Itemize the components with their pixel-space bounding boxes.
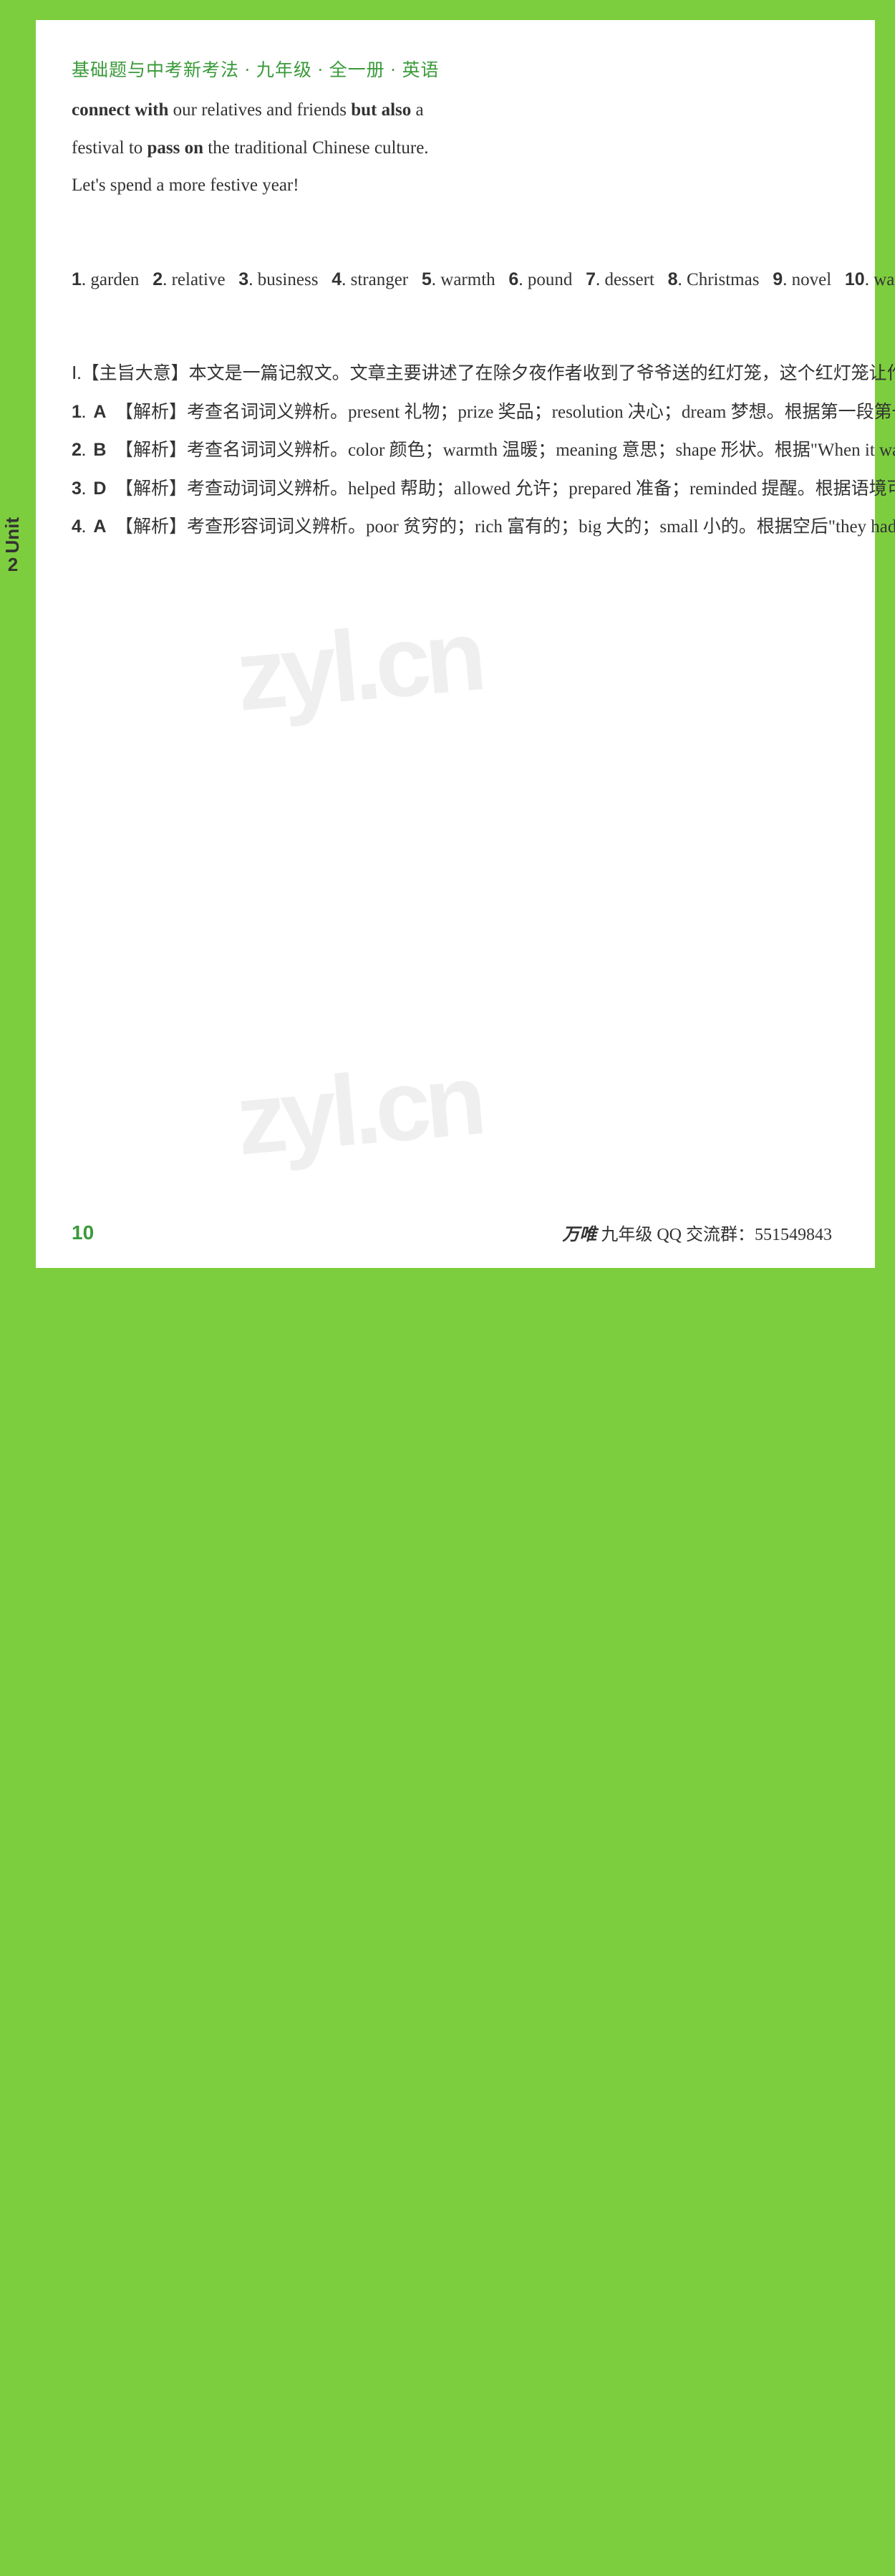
vocab-item: 1. garden <box>72 270 153 289</box>
vocab-item: 6. pound <box>508 270 586 289</box>
vocab-item: 9. novel <box>773 270 845 289</box>
answer-item: 3. D 【解析】考查动词词义辨析。helped 帮助；allowed 允许；p… <box>72 470 895 509</box>
page-inner: Unit 2 基础题与中考新考法 · 九年级 · 全一册 · 英语 zyl.cn… <box>36 20 875 1268</box>
answer-item: 1. A 【解析】考查名词词义辨析。present 礼物；prize 奖品；re… <box>72 393 895 432</box>
page-outer: Unit 2 基础题与中考新考法 · 九年级 · 全一册 · 英语 zyl.cn… <box>0 0 895 1288</box>
intro-line-1: connect with our relatives and friends b… <box>72 92 895 130</box>
vocab-list: 1. garden 2. relative 3. business 4. str… <box>72 261 895 299</box>
intro-line-2: festival to pass on the traditional Chin… <box>72 130 895 168</box>
vocab-item: 2. relative <box>153 270 238 289</box>
intro-line-3: Let's spend a more festive year! <box>72 167 895 205</box>
zhuzhi-I: Ⅰ.【主旨大意】本文是一篇记叙文。文章主要讲述了在除夕夜作者收到了爷爷送的红灯笼… <box>72 355 895 393</box>
left-column: connect with our relatives and friends b… <box>72 92 895 2576</box>
side-tab-unit: Unit <box>1 517 24 554</box>
vocab-item: 3. business <box>238 270 332 289</box>
page-footer: 10 万唯 九年级 QQ 交流群：551549843 <box>72 1220 832 1245</box>
footer-qq: 九年级 QQ 交流群：551549843 <box>596 1226 832 1244</box>
content-columns: connect with our relatives and friends b… <box>72 92 832 2576</box>
zhuzhi-I-text: 本文是一篇记叙文。文章主要讲述了在除夕夜作者收到了爷爷送的红灯笼，这个红灯笼让作… <box>189 364 895 383</box>
section-vocab-title: 教材词句默写 <box>72 212 895 253</box>
answer-item: 4. A 【解析】考查形容词词义辨析。poor 贫穷的；rich 富有的；big… <box>72 508 895 547</box>
footer-text: 万唯 九年级 QQ 交流群：551549843 <box>562 1220 832 1245</box>
vocab-item: 5. warmth <box>422 270 509 289</box>
zhuzhi-I-label: Ⅰ.【主旨大意】 <box>72 364 189 383</box>
page-number: 10 <box>72 1221 94 1244</box>
vocab-item: 8. Christmas <box>668 270 773 289</box>
book-header: 基础题与中考新考法 · 九年级 · 全一册 · 英语 <box>72 56 832 82</box>
vocab-item: 10. warn <box>845 270 895 289</box>
side-tab-num: 2 <box>8 554 18 576</box>
vocab-item: 4. stranger <box>332 270 422 289</box>
footer-brand: 万唯 <box>562 1226 596 1244</box>
section-unit-test-title: 单元检测 <box>72 307 895 347</box>
left-answers: 1. A 【解析】考查名词词义辨析。present 礼物；prize 奖品；re… <box>72 393 895 547</box>
unit-side-tab: Unit 2 <box>0 507 34 586</box>
answer-item: 2. B 【解析】考查名词词义辨析。color 颜色；warmth 温暖；mea… <box>72 431 895 470</box>
vocab-item: 7. dessert <box>586 270 668 289</box>
